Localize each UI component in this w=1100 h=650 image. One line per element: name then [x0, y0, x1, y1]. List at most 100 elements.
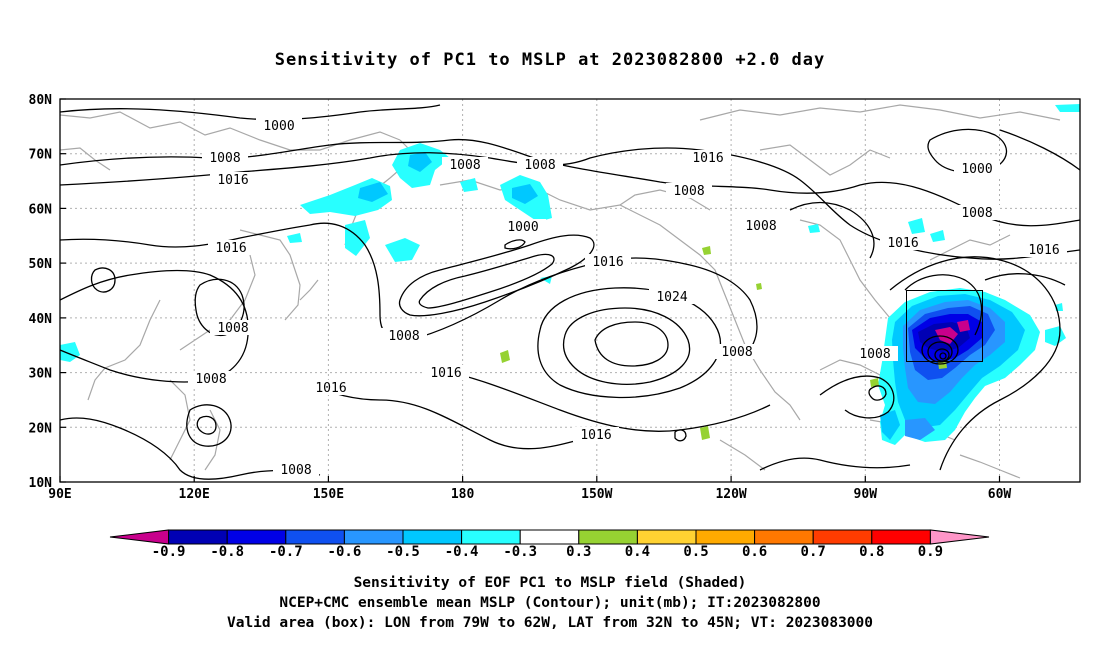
svg-text:1000: 1000 — [961, 162, 992, 177]
contour-label: 1008 — [188, 371, 234, 387]
colorbar-cell — [343, 529, 404, 545]
lat-label: 60N — [29, 202, 53, 217]
colorbar-label: -0.4 — [445, 544, 479, 560]
svg-text:1008: 1008 — [524, 158, 555, 173]
colorbar-label: -0.3 — [503, 544, 537, 560]
svg-text:1008: 1008 — [195, 372, 226, 387]
lon-label: 120W — [715, 487, 746, 502]
caption-line: Sensitivity of EOF PC1 to MSLP field (Sh… — [353, 575, 747, 591]
colorbar-cell — [168, 529, 228, 545]
lon-label: 120E — [179, 487, 210, 502]
svg-text:1016: 1016 — [215, 241, 246, 256]
contour-label: 1016 — [308, 380, 354, 396]
colorbar-cell — [871, 529, 931, 545]
lat-label: 70N — [29, 148, 53, 163]
svg-text:1008: 1008 — [280, 463, 311, 478]
lon-label: 180 — [451, 487, 475, 502]
svg-text:1008: 1008 — [673, 184, 704, 199]
lon-label: 150W — [581, 487, 612, 502]
lat-label: 10N — [29, 476, 53, 491]
lon-label: 150E — [313, 487, 344, 502]
contour-label: 1008 — [738, 218, 784, 234]
colorbar-label: -0.9 — [152, 544, 186, 560]
svg-text:1008: 1008 — [449, 158, 480, 173]
lat-ticks — [60, 98, 66, 483]
contour-label: 1000 — [256, 118, 302, 134]
colorbar-cell — [402, 529, 463, 545]
colorbar-cell — [929, 529, 990, 545]
colorbar-labels: -0.9 -0.8 -0.7 -0.6 -0.5 -0.4 -0.3 0.3 0… — [152, 544, 943, 560]
caption-block: Sensitivity of EOF PC1 to MSLP field (Sh… — [0, 573, 1100, 633]
contour-label: 1016 — [208, 240, 254, 256]
lat-label: 20N — [29, 421, 53, 436]
contour-label: 1016 — [210, 172, 256, 188]
svg-text:1016: 1016 — [1028, 243, 1059, 258]
colorbar-label: -0.8 — [210, 544, 244, 560]
svg-text:1008: 1008 — [217, 321, 248, 336]
contour-label: 1008 — [517, 157, 563, 173]
svg-text:1008: 1008 — [721, 345, 752, 360]
svg-text:1008: 1008 — [209, 151, 240, 166]
contour-label: 1008 — [202, 150, 248, 166]
colorbar-label: 0.3 — [566, 544, 591, 560]
svg-text:1008: 1008 — [859, 347, 890, 362]
contour-label: 1016 — [1021, 242, 1067, 258]
colorbar-cell — [812, 529, 873, 545]
caption-line: Valid area (box): LON from 79W to 62W, L… — [226, 615, 873, 631]
contour-label: 1016 — [573, 427, 619, 443]
colorbar-cell — [636, 529, 697, 545]
lat-label: 40N — [29, 312, 53, 327]
svg-text:1016: 1016 — [217, 173, 248, 188]
colorbar-cell — [226, 529, 287, 545]
map-title: Sensitivity of PC1 to MSLP at 2023082800… — [274, 50, 826, 70]
contour-label: 1000 — [500, 219, 546, 235]
svg-text:1016: 1016 — [592, 255, 623, 270]
contour-label: 1008 — [273, 462, 319, 478]
contour-label: 1008 — [954, 205, 1000, 221]
svg-text:1008: 1008 — [745, 219, 776, 234]
lat-label: 30N — [29, 367, 53, 382]
colorbar-label: 0.7 — [801, 544, 826, 560]
lon-label: 90E — [48, 487, 71, 502]
lon-labels: 90E 120E 150E 180 150W 120W 90W 60W — [48, 487, 1011, 502]
colorbar-label: -0.7 — [269, 544, 303, 560]
svg-text:1000: 1000 — [507, 220, 538, 235]
svg-text:1016: 1016 — [315, 381, 346, 396]
colorbar-cell — [461, 529, 521, 545]
colorbar-cell — [285, 529, 345, 545]
svg-text:1016: 1016 — [692, 151, 723, 166]
colorbar-label: 0.4 — [625, 544, 650, 560]
colorbar-label: -0.5 — [386, 544, 420, 560]
caption-line: NCEP+CMC ensemble mean MSLP (Contour); u… — [279, 595, 821, 611]
contour-label: 1016 — [685, 150, 731, 166]
colorbar-label: 0.6 — [742, 544, 767, 560]
lat-label: 80N — [29, 93, 53, 108]
lon-label: 90W — [854, 487, 878, 502]
contour-label: 1008 — [666, 183, 712, 199]
contour-label: 1008 — [210, 320, 256, 336]
contour-label: 1008 — [852, 346, 898, 362]
contour-label: 1016 — [585, 254, 631, 270]
lon-ticks — [59, 476, 1001, 482]
colorbar-cell — [695, 529, 756, 545]
plot-frame — [59, 98, 1081, 483]
svg-text:1016: 1016 — [580, 428, 611, 443]
svg-text:1016: 1016 — [887, 236, 918, 251]
svg-text:1008: 1008 — [388, 329, 419, 344]
contour-label: 1008 — [381, 328, 427, 344]
svg-text:1000: 1000 — [263, 119, 294, 134]
svg-text:1008: 1008 — [961, 206, 992, 221]
contour-label: 1000 — [954, 161, 1000, 177]
lon-label: 60W — [988, 487, 1012, 502]
colorbar — [109, 529, 990, 545]
contour-label: 1008 — [442, 157, 488, 173]
lat-label: 50N — [29, 257, 53, 272]
contour-label: 1024 — [649, 289, 695, 305]
colorbar-cell — [519, 529, 580, 545]
lat-labels: 80N 70N 60N 50N 40N 30N 20N 10N — [29, 93, 53, 491]
svg-text:1024: 1024 — [656, 290, 687, 305]
colorbar-label: -0.6 — [328, 544, 362, 560]
colorbar-label: 0.9 — [918, 544, 943, 560]
mslp-contours — [60, 104, 1080, 480]
